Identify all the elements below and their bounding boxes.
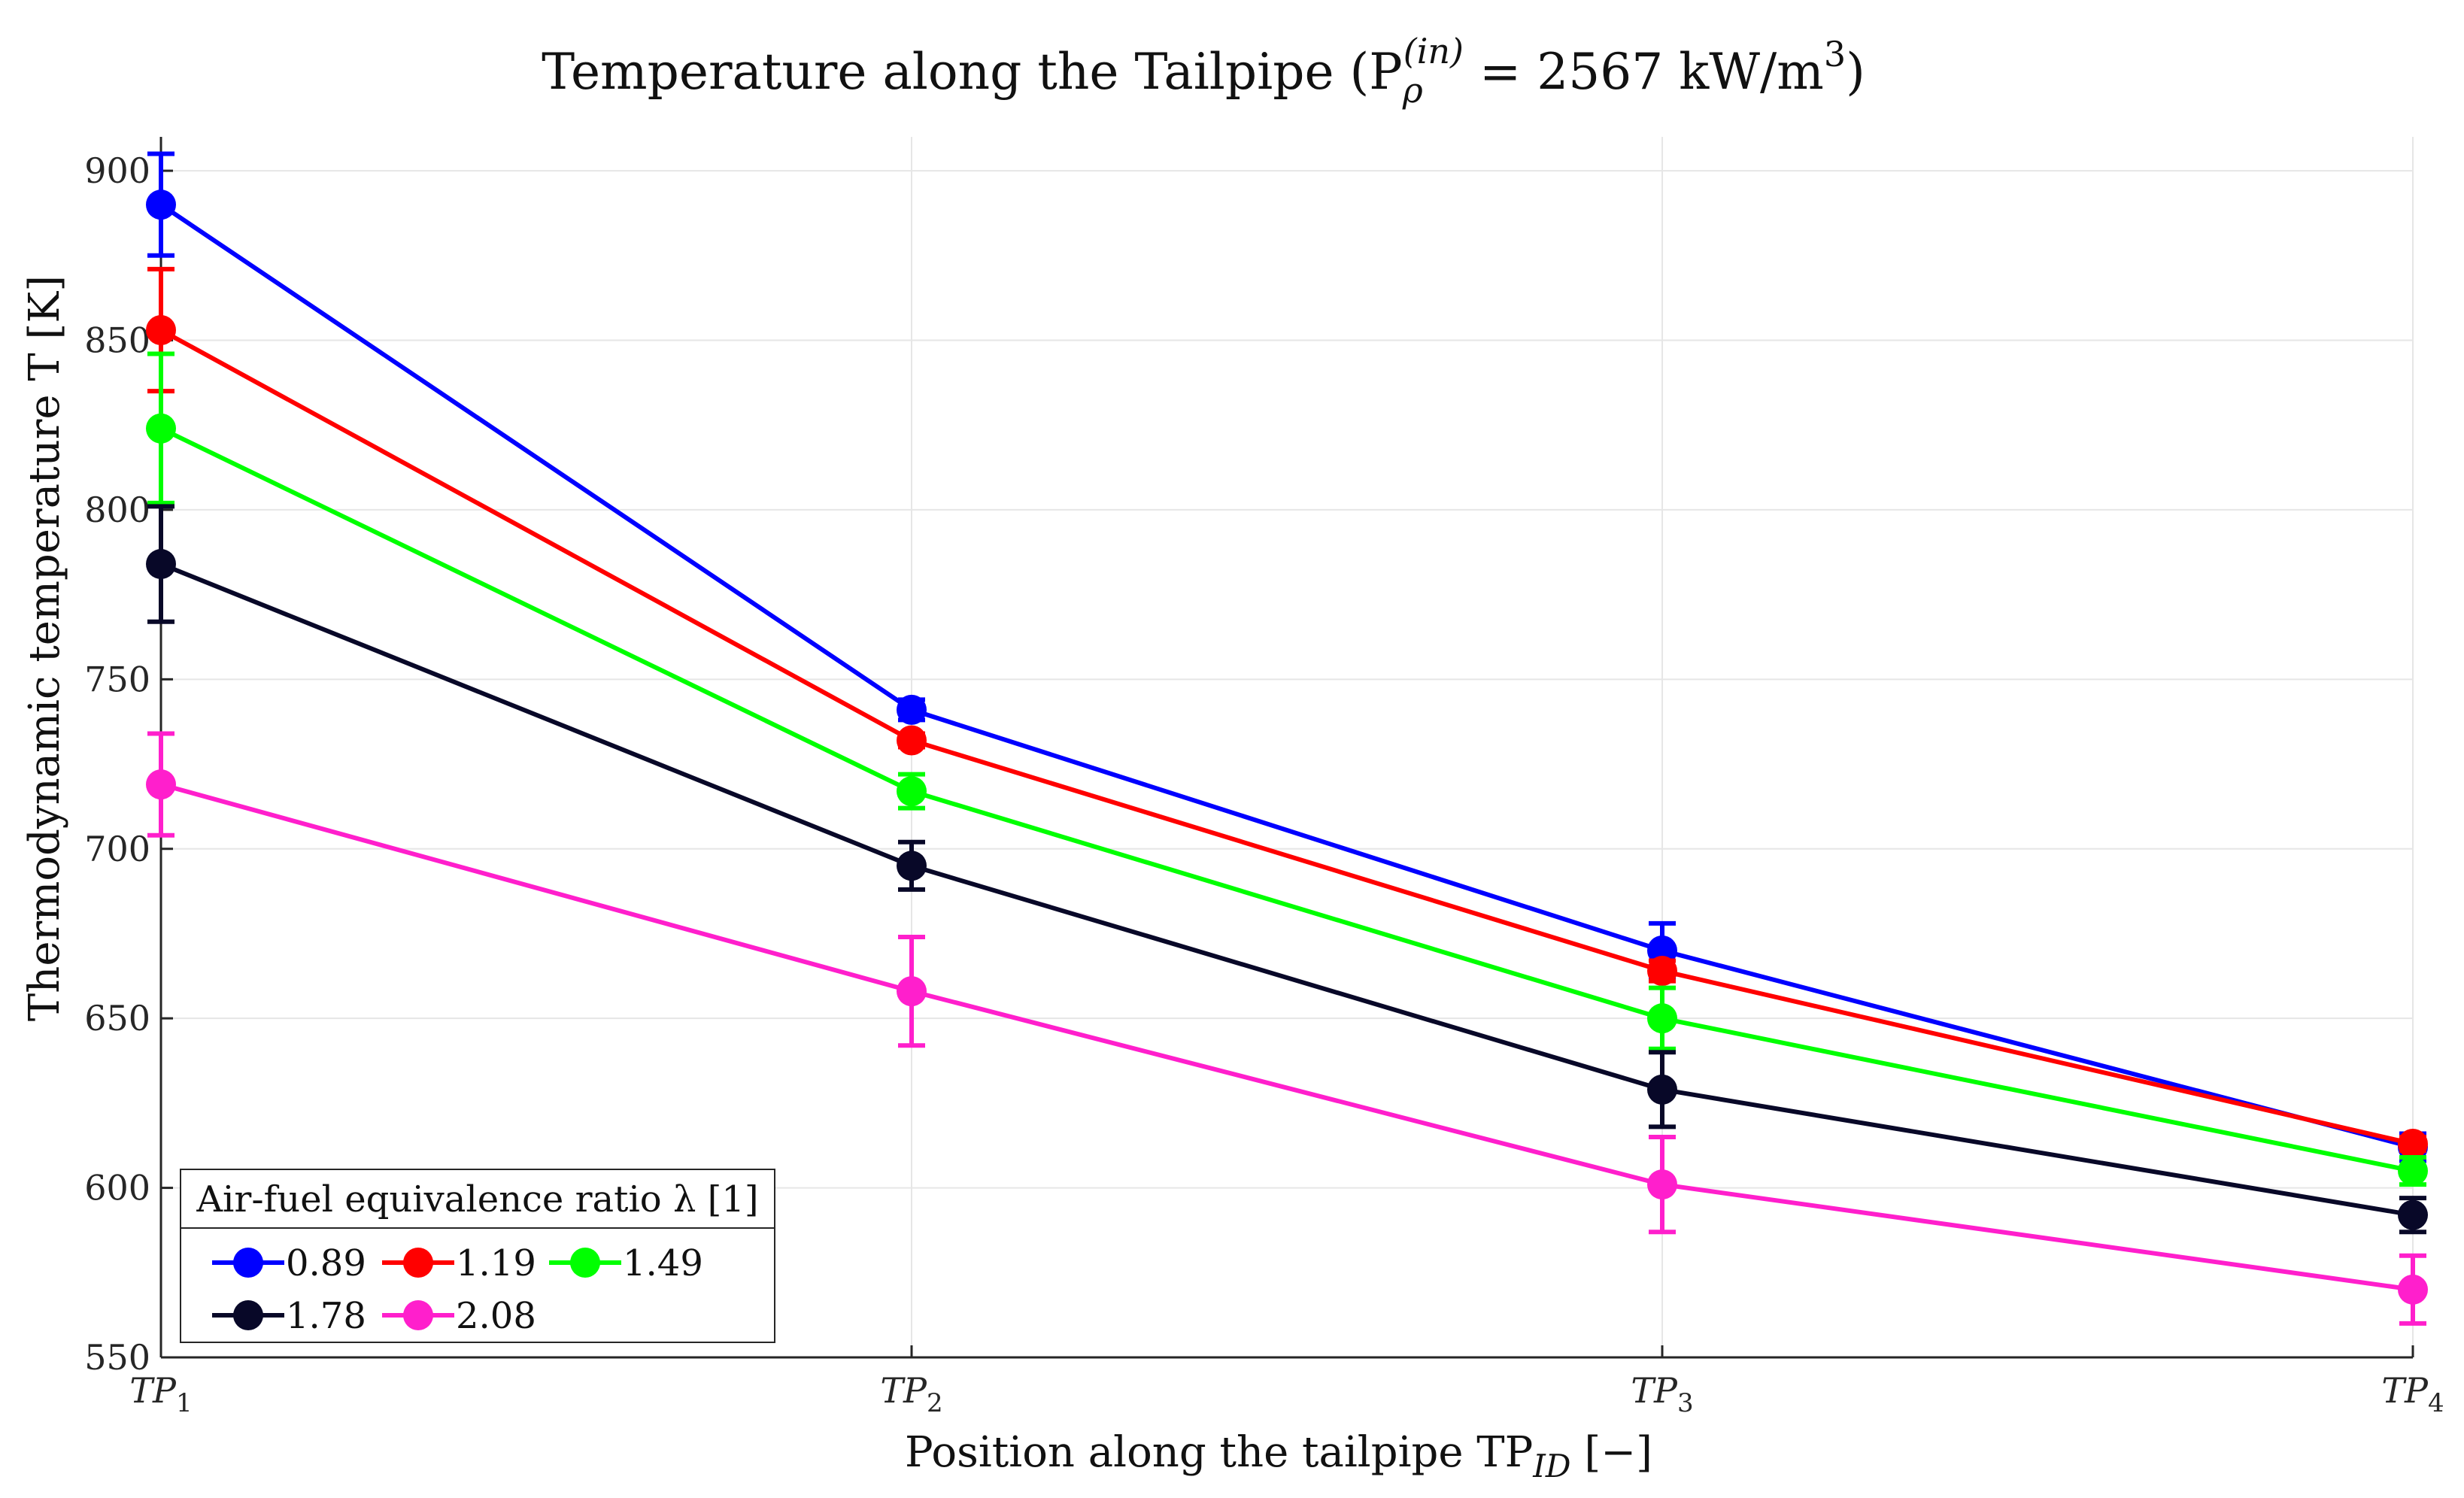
title-subscript: ρ bbox=[1402, 70, 1423, 111]
series-line bbox=[159, 562, 2414, 1218]
series-line bbox=[160, 782, 2414, 1292]
legend-label: 1.49 bbox=[623, 1242, 703, 1284]
legend: Air-fuel equivalence ratio λ [1] 0.89 1.1… bbox=[180, 1169, 775, 1343]
data-point bbox=[146, 314, 176, 345]
chart-title: Temperature along the Tailpipe (Pρ(in) =… bbox=[542, 31, 1865, 111]
y-tick-label: 700 bbox=[84, 829, 150, 869]
data-point bbox=[2398, 1156, 2428, 1187]
data-point bbox=[2398, 1128, 2428, 1159]
data-point bbox=[897, 976, 927, 1007]
y-axis-label: Thermodynamic temperature T [K] bbox=[20, 275, 69, 1021]
data-point bbox=[146, 413, 176, 444]
title-superscript: (in) bbox=[1403, 31, 1464, 71]
series-line bbox=[159, 328, 2414, 1146]
series-0.89 bbox=[146, 151, 2428, 1163]
y-tick-label: 750 bbox=[84, 659, 150, 699]
legend-label: 1.78 bbox=[286, 1295, 366, 1337]
title-exponent: 3 bbox=[1824, 34, 1846, 74]
legend-swatch-marker bbox=[403, 1248, 433, 1278]
data-point bbox=[1647, 1003, 1677, 1034]
x-tick-label: TP4 bbox=[2381, 1370, 2444, 1418]
data-point bbox=[897, 694, 927, 725]
data-point bbox=[146, 190, 176, 220]
data-point bbox=[1647, 1074, 1677, 1105]
legend-title: Air-fuel equivalence ratio λ [1] bbox=[196, 1178, 758, 1221]
y-tick-label: 850 bbox=[84, 320, 150, 361]
legend-swatch-marker bbox=[233, 1300, 263, 1330]
legend-label: 2.08 bbox=[456, 1295, 536, 1337]
legend-items: 0.89 1.19 1.49 1.78 2.08 bbox=[212, 1242, 703, 1337]
legend-swatch-marker bbox=[403, 1300, 433, 1330]
data-point bbox=[897, 725, 927, 756]
series-1.49 bbox=[146, 351, 2428, 1187]
x-axis-label: Position along the tailpipe TPID [−] bbox=[905, 1428, 1652, 1484]
legend-item-0.89: 0.89 bbox=[212, 1242, 366, 1284]
series-line bbox=[159, 426, 2414, 1173]
x-axis-label-subscript: ID bbox=[1532, 1448, 1570, 1484]
y-tick-label: 650 bbox=[84, 998, 150, 1039]
legend-label: 0.89 bbox=[286, 1242, 366, 1284]
data-point bbox=[1647, 956, 1677, 987]
legend-swatch-marker bbox=[233, 1248, 263, 1278]
legend-swatch-marker bbox=[570, 1248, 600, 1278]
legend-item-2.08: 2.08 bbox=[382, 1295, 536, 1337]
data-point bbox=[2398, 1274, 2428, 1305]
data-point bbox=[146, 549, 176, 580]
series-1.78 bbox=[146, 504, 2428, 1235]
x-tick-label: TP1 bbox=[129, 1370, 192, 1418]
data-point bbox=[897, 851, 927, 881]
data-point bbox=[897, 776, 927, 807]
x-tick-label: TP2 bbox=[880, 1370, 942, 1418]
y-tick-label: 550 bbox=[84, 1337, 150, 1378]
series-layer bbox=[146, 151, 2428, 1326]
y-tick-label: 900 bbox=[84, 150, 150, 191]
series-line bbox=[159, 202, 2414, 1150]
series-2.08 bbox=[146, 731, 2428, 1326]
data-point bbox=[146, 769, 176, 800]
legend-item-1.49: 1.49 bbox=[549, 1242, 703, 1284]
x-tick-label: TP3 bbox=[1631, 1370, 1693, 1418]
y-tick-label: 600 bbox=[84, 1168, 150, 1208]
series-1.19 bbox=[146, 266, 2428, 1159]
data-point bbox=[2398, 1199, 2428, 1230]
y-tick-label: 800 bbox=[84, 490, 150, 530]
legend-item-1.78: 1.78 bbox=[212, 1295, 366, 1337]
legend-label: 1.19 bbox=[456, 1242, 536, 1284]
legend-item-1.19: 1.19 bbox=[382, 1242, 536, 1284]
data-point bbox=[1647, 1169, 1677, 1200]
